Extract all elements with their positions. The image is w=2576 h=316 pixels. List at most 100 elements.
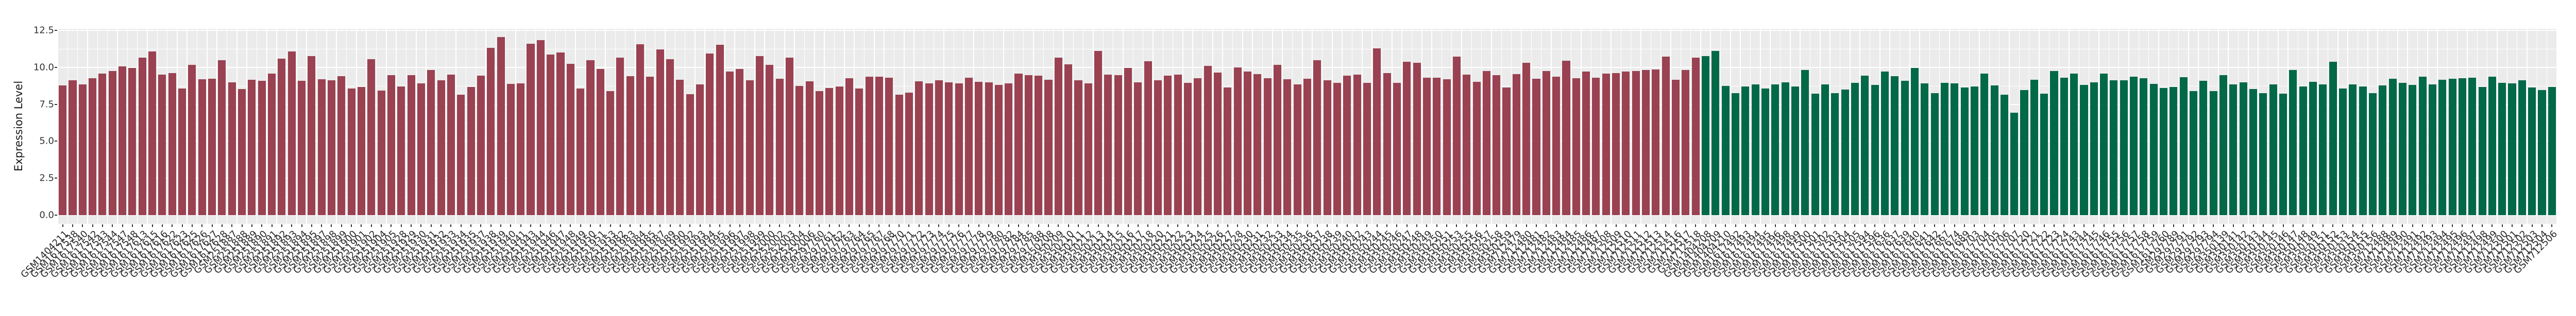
y-tick-mark <box>55 30 57 31</box>
gridline-vertical <box>2347 29 2348 224</box>
x-tick-mark <box>779 224 781 227</box>
x-tick-mark <box>2292 224 2294 227</box>
gridline-vertical <box>1521 29 1522 224</box>
gridline-vertical <box>624 29 626 224</box>
x-tick-mark <box>331 224 332 227</box>
bar-GSM350258 <box>1493 75 1501 215</box>
gridline-vertical <box>316 29 317 224</box>
x-tick-mark <box>211 224 213 227</box>
x-tick-mark <box>1187 224 1189 227</box>
gridline-vertical <box>1809 29 1811 224</box>
bar-GSM1617760 <box>2160 87 2168 215</box>
x-tick-mark <box>1486 224 1487 227</box>
gridline-vertical <box>137 29 138 224</box>
gridline-vertical <box>904 29 905 224</box>
gridline-vertical <box>2198 29 2199 224</box>
bar-GSM1617706 <box>2000 94 2008 215</box>
gridline-vertical <box>2248 29 2249 224</box>
gridline-vertical <box>1540 29 1542 224</box>
bar-GSM350246 <box>1393 83 1401 215</box>
bar-GSM350257 <box>1482 71 1490 215</box>
x-tick-mark <box>1107 224 1109 227</box>
bar-GSM712480 <box>1522 62 1531 215</box>
x-tick-mark <box>370 224 372 227</box>
bar-GSM1617758 <box>2140 78 2148 215</box>
bar-GSM1617759 <box>2149 84 2158 215</box>
gridline-vertical <box>1690 29 1691 224</box>
bar-GSM1617705 <box>1990 85 1998 215</box>
gridline-vertical <box>416 29 417 224</box>
gridline-vertical <box>1561 29 1562 224</box>
x-tick-mark <box>2033 224 2035 227</box>
bar-GSM350149 <box>2309 81 2317 215</box>
bar-GSM712512 <box>1642 69 1650 215</box>
x-tick-mark <box>1476 224 1478 227</box>
gridline-vertical <box>2039 29 2040 224</box>
gridline-vertical <box>1750 29 1751 224</box>
x-tick-mark <box>1207 224 1209 227</box>
x-tick-mark <box>2382 224 2383 227</box>
gridline-vertical <box>77 29 78 224</box>
bar-GSM251995 <box>716 45 724 215</box>
gridline-vertical <box>306 29 307 224</box>
x-tick-mark <box>1526 224 1527 227</box>
x-tick-mark <box>2262 224 2264 227</box>
gridline-vertical <box>87 29 88 224</box>
bar-GSM1617501 <box>1811 93 1819 215</box>
gridline-vertical <box>1859 29 1860 224</box>
gridline-vertical <box>1401 29 1402 224</box>
bar-GSM252002 <box>775 79 784 215</box>
bar-GSM712494 <box>2438 79 2447 215</box>
gridline-vertical <box>953 29 955 224</box>
bar-GSM350242 <box>1353 75 1361 215</box>
x-tick-mark <box>241 224 243 227</box>
x-tick-mark <box>2013 224 2015 227</box>
bar-GSM251940 <box>506 84 515 215</box>
x-tick-mark <box>2302 224 2304 227</box>
x-tick-mark <box>1705 224 1706 227</box>
x-tick-mark <box>1695 224 1697 227</box>
x-tick-mark <box>799 224 800 227</box>
bar-GSM297771 <box>905 93 913 215</box>
x-tick-mark <box>1456 224 1458 227</box>
x-tick-mark <box>789 224 790 227</box>
gridline-vertical <box>1212 29 1213 224</box>
x-tick-mark <box>490 224 492 227</box>
bar-GSM1617642 <box>1930 93 1939 215</box>
bar-GSM1404211 <box>59 85 67 215</box>
bar-GSM297792 <box>2190 91 2198 215</box>
gridline-vertical <box>1829 29 1831 224</box>
gridline-vertical <box>1929 29 1930 224</box>
x-tick-mark <box>2372 224 2374 227</box>
gridline-vertical <box>1820 29 1821 224</box>
x-tick-mark <box>2232 224 2234 227</box>
x-tick-mark <box>1964 224 1965 227</box>
x-tick-mark <box>2043 224 2045 227</box>
bar-GSM252003 <box>785 57 794 215</box>
x-tick-mark <box>311 224 312 227</box>
x-tick-mark <box>1974 224 1975 227</box>
x-tick-mark <box>2093 224 2095 227</box>
gridline-vertical <box>1939 29 1940 224</box>
gridline-vertical <box>1441 29 1443 224</box>
x-tick-mark <box>2083 224 2084 227</box>
gridline-vertical <box>575 29 576 224</box>
gridline-vertical <box>1650 29 1652 224</box>
bar-GSM350228 <box>1233 67 1242 215</box>
gridline-vertical <box>1172 29 1174 224</box>
x-tick-mark <box>928 224 930 227</box>
x-tick-mark <box>271 224 273 227</box>
x-tick-mark <box>2282 224 2284 227</box>
gridline-vertical <box>256 29 258 224</box>
x-tick-mark <box>1018 224 1020 227</box>
gridline-vertical <box>1063 29 1064 224</box>
gridline-vertical <box>445 29 447 224</box>
x-tick-mark <box>1665 224 1667 227</box>
x-tick-mark <box>1157 224 1159 227</box>
x-tick-mark <box>1197 224 1198 227</box>
gridline-vertical <box>1630 29 1632 224</box>
bar-GSM1617543 <box>98 74 107 215</box>
x-tick-mark <box>938 224 940 227</box>
gridline-vertical <box>1033 29 1034 224</box>
bar-GSM1404209 <box>1711 50 1720 215</box>
